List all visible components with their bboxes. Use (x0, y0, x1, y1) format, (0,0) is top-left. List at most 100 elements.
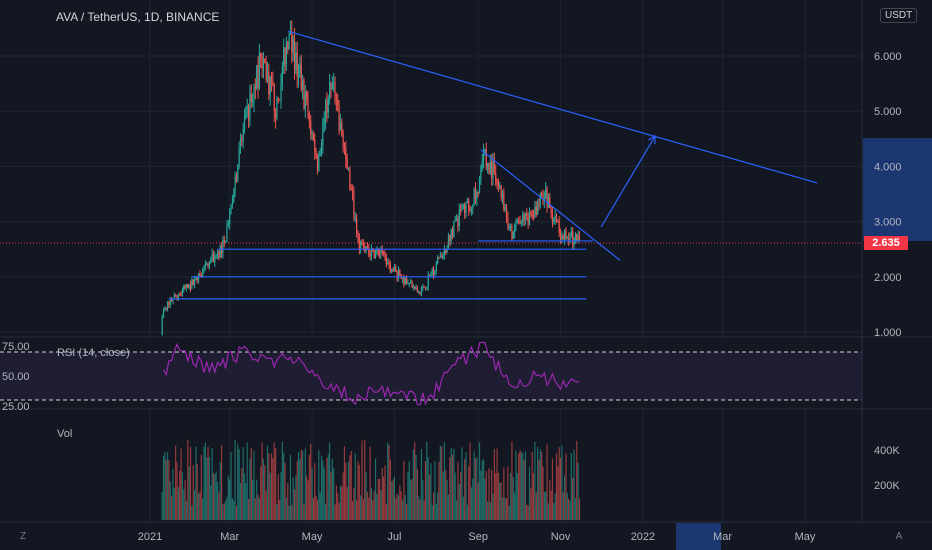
volume-bar (427, 457, 429, 520)
candle (283, 47, 285, 67)
volume-bar (539, 448, 541, 520)
candle (380, 249, 382, 255)
volume-bar (345, 462, 347, 520)
candle (423, 286, 425, 288)
volume-bar (465, 452, 467, 520)
volume-bar (472, 478, 474, 520)
candle (534, 206, 536, 218)
volume-bar (266, 445, 269, 520)
candle (497, 183, 500, 186)
currency-badge[interactable]: USDT (880, 8, 918, 23)
volume-bar (419, 499, 421, 520)
candle (265, 62, 267, 80)
volume-bar (561, 445, 563, 520)
volume-bar (242, 447, 244, 520)
candle (165, 308, 167, 310)
candle (566, 238, 568, 240)
candle (446, 248, 448, 253)
candle (542, 194, 544, 201)
candle (175, 295, 177, 297)
candle (181, 289, 184, 295)
candle (324, 101, 327, 119)
volume-indicator-label[interactable]: Vol (57, 428, 73, 440)
candle (403, 277, 405, 285)
candle (516, 221, 518, 223)
volume-bar (389, 459, 391, 520)
candle (235, 176, 238, 181)
volume-bar (229, 479, 231, 520)
candle (437, 257, 439, 263)
volume-bar (245, 483, 247, 520)
volume-bar (319, 492, 321, 520)
volume-bar (387, 442, 389, 520)
candle (285, 42, 288, 65)
volume-bars (161, 439, 581, 520)
candle (337, 100, 339, 105)
candle (335, 99, 337, 101)
volume-bar (364, 439, 366, 520)
candle (399, 270, 401, 275)
time-axis-range-highlight (676, 523, 721, 550)
candle (557, 221, 559, 223)
volume-bar (469, 442, 471, 520)
candle (300, 64, 302, 90)
candle (195, 276, 197, 280)
volume-bar (391, 481, 393, 520)
candle (465, 202, 467, 213)
candle (512, 232, 514, 239)
candle (532, 216, 535, 218)
volume-bar (549, 479, 551, 520)
volume-bar (256, 479, 258, 520)
volume-bar (237, 444, 239, 520)
volume-bar (435, 503, 437, 520)
candle (496, 182, 498, 184)
candle (460, 209, 462, 211)
candle (179, 294, 181, 296)
candle (341, 122, 343, 134)
candle (289, 32, 292, 35)
volume-bar (361, 440, 363, 520)
volume-bar (250, 447, 252, 520)
volume-bar (557, 466, 559, 520)
volume-bar (362, 499, 364, 520)
candle (558, 221, 560, 234)
auto-scale-button[interactable]: A (895, 531, 903, 542)
volume-bar (339, 485, 342, 520)
volume-bar (478, 442, 481, 520)
volume-bar (211, 447, 213, 520)
zoom-button[interactable]: Z (19, 531, 27, 542)
time-axis[interactable]: 2021 Mar May Jul Sep Nov 2022 Mar May (138, 531, 816, 543)
volume-bar (420, 448, 423, 520)
candle (546, 188, 548, 208)
candle (315, 151, 317, 158)
candle (508, 226, 510, 228)
candle (576, 234, 578, 242)
candle (356, 217, 358, 233)
volume-bar (507, 466, 509, 520)
volume-bar (231, 497, 233, 520)
volume-bar (405, 503, 408, 520)
volume-bar (485, 470, 487, 520)
volume-bar (423, 500, 425, 520)
time-tick-label: Jul (387, 531, 401, 543)
candle (553, 218, 555, 222)
candle (549, 197, 551, 209)
volume-bar (424, 461, 427, 520)
volume-axis[interactable]: 400K 200K (874, 445, 900, 492)
drawings[interactable] (168, 30, 818, 300)
rsi-indicator-label[interactable]: RSI (14, close) (57, 347, 130, 359)
projection-arrow (600, 135, 656, 228)
candle (171, 299, 173, 301)
candle (366, 246, 369, 248)
candle (376, 249, 378, 251)
candle (307, 99, 309, 114)
volume-bar (315, 495, 317, 520)
price-axis[interactable]: 1.000 2.000 3.000 4.000 5.000 6.000 (874, 51, 902, 339)
volume-bar (501, 497, 504, 520)
candle (434, 270, 436, 275)
candle (469, 208, 471, 211)
candle (531, 213, 533, 217)
volume-bar (202, 498, 204, 520)
volume-bar (329, 442, 331, 520)
